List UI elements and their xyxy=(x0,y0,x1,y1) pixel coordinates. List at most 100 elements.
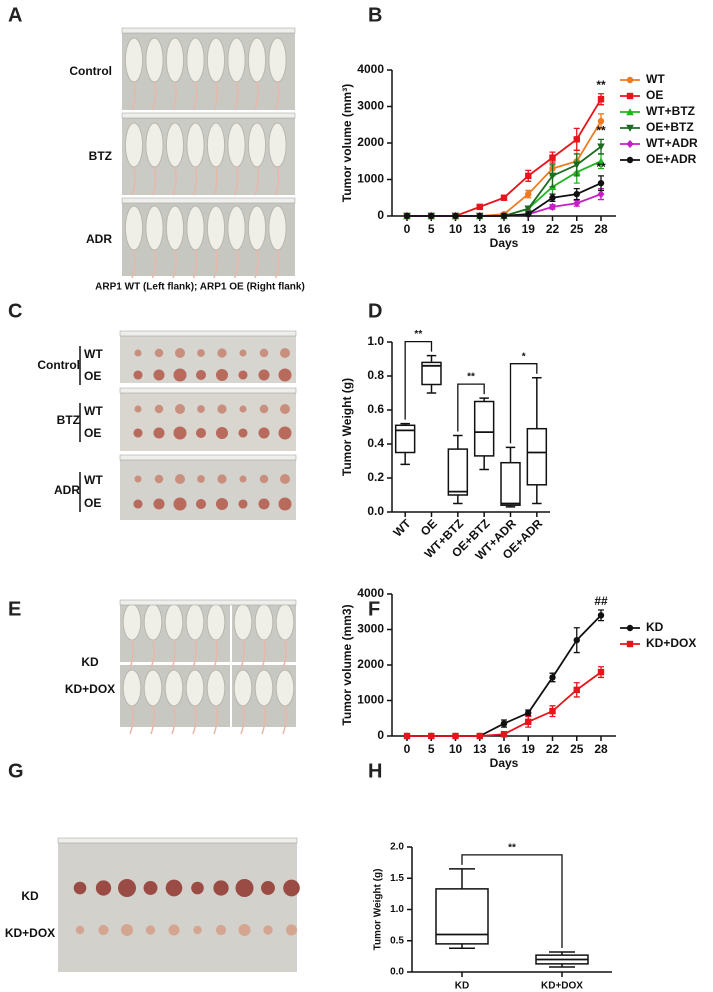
mouse xyxy=(206,122,226,168)
data-point xyxy=(500,720,508,727)
data-point xyxy=(500,212,508,220)
tumor xyxy=(133,370,143,380)
group-label: BTZ xyxy=(57,413,80,427)
whisker-low xyxy=(400,452,410,466)
tumor xyxy=(217,404,227,414)
tail xyxy=(129,705,134,735)
data-point xyxy=(452,732,459,740)
mouse xyxy=(275,669,295,707)
tumor xyxy=(134,405,142,413)
panel-letter: E xyxy=(8,598,21,620)
data-point xyxy=(597,668,605,676)
whisker-low xyxy=(532,484,542,505)
x-tick-label: 5 xyxy=(428,222,435,236)
tumor xyxy=(258,498,270,510)
significance-label: ## xyxy=(594,594,608,608)
tumor xyxy=(95,880,112,896)
significance-bracket xyxy=(457,383,485,432)
tumor xyxy=(215,368,229,382)
tail xyxy=(274,166,280,196)
tumor xyxy=(213,880,229,896)
row-label: ADR xyxy=(86,232,112,246)
ruler xyxy=(119,454,297,461)
mouse xyxy=(247,205,267,251)
ruler xyxy=(119,599,297,606)
data-point xyxy=(597,96,605,103)
significance-label: * xyxy=(522,351,526,362)
x-tick-label: 16 xyxy=(497,222,511,236)
legend-label: WT+BTZ xyxy=(646,104,695,118)
photo xyxy=(120,388,296,451)
data-point xyxy=(597,157,605,165)
sub-label: OE xyxy=(84,369,101,383)
y-tick-label: 1.0 xyxy=(367,334,384,348)
tumor xyxy=(258,369,270,381)
mouse xyxy=(185,603,205,641)
tail xyxy=(129,639,134,669)
tumor xyxy=(239,405,247,413)
tail xyxy=(213,639,218,669)
tail xyxy=(261,705,266,735)
legend-label: WT xyxy=(646,72,665,86)
tumor xyxy=(133,499,143,509)
tumor xyxy=(175,404,185,414)
tumor xyxy=(195,427,207,439)
tail xyxy=(150,705,155,735)
panel-letter: A xyxy=(8,4,22,26)
mouse xyxy=(165,122,185,168)
tumor xyxy=(75,925,85,935)
tumor xyxy=(121,924,133,936)
legend-label: KD xyxy=(646,620,664,634)
mouse xyxy=(124,37,144,83)
mouse xyxy=(247,122,267,168)
tail xyxy=(213,166,218,196)
legend-marker xyxy=(626,156,634,164)
mouse xyxy=(268,37,287,83)
tumor xyxy=(215,426,229,440)
data-point xyxy=(452,212,459,220)
y-tick-label: 0.5 xyxy=(390,935,404,946)
sub-label: WT xyxy=(84,404,103,418)
y-tick-label: 1000 xyxy=(357,693,384,707)
panel-letter: C xyxy=(8,300,22,322)
data-point xyxy=(500,194,508,201)
box xyxy=(500,461,521,506)
x-tick-label: 22 xyxy=(546,222,560,236)
legend-label: WT+ADR xyxy=(646,136,698,150)
whisker-high xyxy=(426,354,437,363)
mouse xyxy=(164,603,184,641)
y-tick-label: 2.0 xyxy=(390,842,404,853)
tumor xyxy=(235,879,254,897)
data-point xyxy=(597,612,605,619)
mouse xyxy=(145,37,164,83)
x-tick-label: 10 xyxy=(449,222,463,236)
tumor xyxy=(280,404,290,414)
tumor xyxy=(133,428,143,438)
data-point xyxy=(403,212,411,220)
tail xyxy=(172,81,177,111)
mouse xyxy=(233,603,253,641)
tumor xyxy=(73,881,87,895)
y-tick-label: 0.0 xyxy=(390,967,404,978)
mouse xyxy=(275,603,295,641)
legend-marker xyxy=(626,640,634,648)
mouse xyxy=(227,122,246,168)
tumor xyxy=(278,368,292,382)
panel-letter: H xyxy=(368,760,382,782)
data-point xyxy=(549,194,556,201)
tail xyxy=(192,249,198,279)
x-tick-label: 0 xyxy=(404,742,411,756)
mouse xyxy=(206,669,226,707)
photo xyxy=(58,838,297,972)
box xyxy=(435,888,489,945)
significance-label: ** xyxy=(596,78,606,92)
mouse xyxy=(185,669,205,707)
whisker-low xyxy=(479,455,489,471)
mouse xyxy=(145,205,164,251)
row-label: BTZ xyxy=(89,149,112,163)
y-axis-title: Tumor volume (mm3) xyxy=(340,604,354,725)
tail xyxy=(151,249,157,279)
x-tick-label: 22 xyxy=(546,742,560,756)
legend-marker xyxy=(626,76,634,84)
